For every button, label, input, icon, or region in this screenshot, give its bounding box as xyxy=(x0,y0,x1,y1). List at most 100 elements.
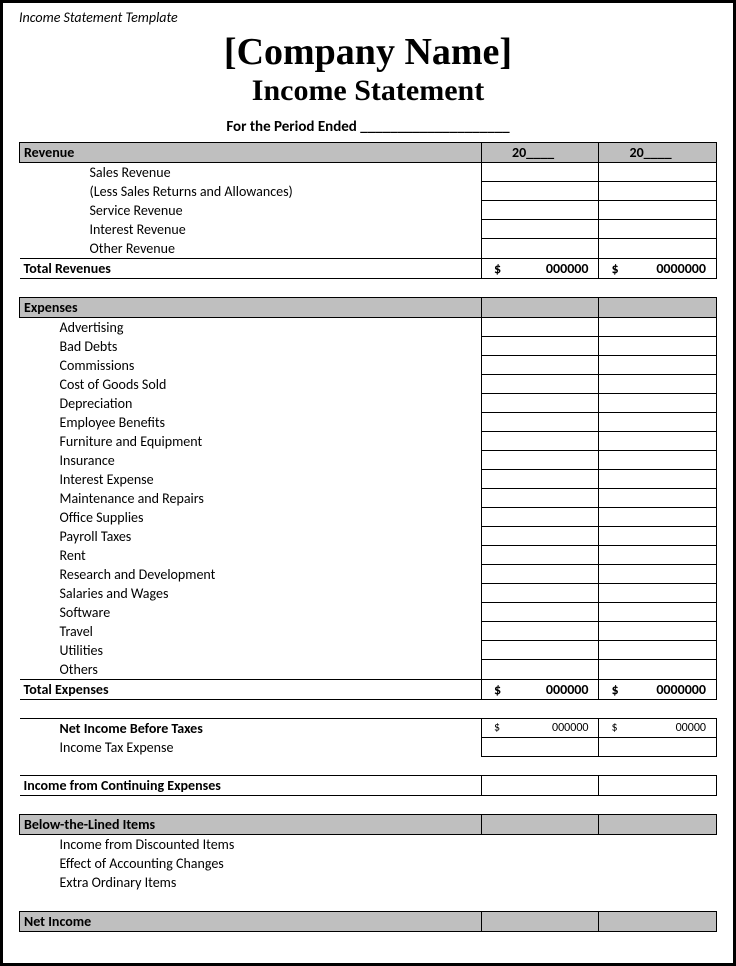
year-column-header: 20____ xyxy=(599,142,717,162)
revenue-header: Revenue xyxy=(20,142,482,162)
period-line: For the Period Ended ___________________… xyxy=(19,118,717,136)
amount-cell xyxy=(481,162,599,182)
amount-cell: $000000 xyxy=(481,258,599,278)
spacer-row xyxy=(20,796,717,815)
line-label: Salaries and Wages xyxy=(20,584,482,603)
line-label: Advertising xyxy=(20,317,482,337)
statement-table: Revenue 20____20____ Sales Revenue (Less… xyxy=(19,142,717,932)
amount-cell xyxy=(481,375,599,394)
spacer-row xyxy=(20,699,717,718)
amount-cell xyxy=(599,565,717,584)
line-label: Interest Expense xyxy=(20,470,482,489)
revenue-line-item: Sales Revenue xyxy=(20,162,717,182)
amount-cell xyxy=(481,470,599,489)
amount-cell xyxy=(481,508,599,527)
line-label: Others xyxy=(20,660,482,680)
line-label: Bad Debts xyxy=(20,337,482,356)
line-label: Furniture and Equipment xyxy=(20,432,482,451)
spacer-row xyxy=(20,278,717,297)
expense-line-item: Utilities xyxy=(20,641,717,660)
net-income-row: Net Income xyxy=(20,911,717,931)
amount-cell xyxy=(599,337,717,356)
line-label: Service Revenue xyxy=(20,201,482,220)
amount-cell xyxy=(599,584,717,603)
expense-line-item: Maintenance and Repairs xyxy=(20,489,717,508)
amount-cell xyxy=(481,432,599,451)
amount-cell xyxy=(599,375,717,394)
period-prefix: For the Period Ended xyxy=(226,118,360,136)
below-line-item: Extra Ordinary Items xyxy=(20,873,717,892)
amount-cell: $000000 xyxy=(481,718,599,738)
amount-cell xyxy=(599,356,717,375)
spacer-row xyxy=(20,757,717,776)
amount-cell xyxy=(481,394,599,413)
amount-cell xyxy=(599,660,717,680)
line-label: Payroll Taxes xyxy=(20,527,482,546)
amount-cell xyxy=(481,603,599,622)
total-expenses-label: Total Expenses xyxy=(20,679,482,699)
expense-line-item: Research and Development xyxy=(20,565,717,584)
amount-cell xyxy=(599,162,717,182)
amount-cell xyxy=(599,239,717,259)
expense-line-item: Rent xyxy=(20,546,717,565)
revenue-line-item: Interest Revenue xyxy=(20,220,717,239)
expense-line-item: Bad Debts xyxy=(20,337,717,356)
income-tax-label: Income Tax Expense xyxy=(20,738,482,757)
expense-line-item: Cost of Goods Sold xyxy=(20,375,717,394)
below-line-item: Effect of Accounting Changes xyxy=(20,854,717,873)
amount-cell xyxy=(481,201,599,220)
income-statement-page: Income Statement Template [Company Name]… xyxy=(0,0,736,966)
amount-cell xyxy=(599,508,717,527)
amount-cell xyxy=(599,394,717,413)
amount-cell xyxy=(599,641,717,660)
period-blank: ____________________ xyxy=(360,118,509,136)
revenue-line-item: (Less Sales Returns and Allowances) xyxy=(20,182,717,201)
amount-cell xyxy=(599,470,717,489)
line-label: Travel xyxy=(20,622,482,641)
amount-cell xyxy=(599,603,717,622)
amount-cell xyxy=(599,413,717,432)
revenue-header-row: Revenue 20____20____ xyxy=(20,142,717,162)
expense-line-item: Payroll Taxes xyxy=(20,527,717,546)
revenue-line-item: Service Revenue xyxy=(20,201,717,220)
line-label: Extra Ordinary Items xyxy=(20,873,482,892)
line-label: Other Revenue xyxy=(20,239,482,259)
amount-cell xyxy=(599,451,717,470)
amount-cell xyxy=(599,622,717,641)
amount-cell: $0000000 xyxy=(599,679,717,699)
line-label: Interest Revenue xyxy=(20,220,482,239)
amount-cell xyxy=(599,220,717,239)
year-column-header: 20____ xyxy=(481,142,599,162)
below-line-header-row: Below-the-Lined Items xyxy=(20,815,717,835)
amount-cell xyxy=(599,317,717,337)
total-revenues-label: Total Revenues xyxy=(20,258,482,278)
net-before-taxes-label: Net Income Before Taxes xyxy=(20,718,482,738)
amount-cell xyxy=(481,641,599,660)
expense-line-item: Salaries and Wages xyxy=(20,584,717,603)
continuing-row: Income from Continuing Expenses xyxy=(20,776,717,796)
line-label: Sales Revenue xyxy=(20,162,482,182)
amount-cell xyxy=(599,182,717,201)
below-line-item: Income from Discounted Items xyxy=(20,835,717,855)
line-label: Office Supplies xyxy=(20,508,482,527)
expense-line-item: Insurance xyxy=(20,451,717,470)
line-label: Insurance xyxy=(20,451,482,470)
expense-line-item: Others xyxy=(20,660,717,680)
document-title: Income Statement xyxy=(19,74,717,108)
amount-cell xyxy=(481,660,599,680)
company-name: [Company Name] xyxy=(19,32,717,74)
total-revenues-row: Total Revenues $000000 $0000000 xyxy=(20,258,717,278)
amount-cell xyxy=(481,182,599,201)
amount-cell xyxy=(481,220,599,239)
expenses-header: Expenses xyxy=(20,297,482,317)
amount-cell xyxy=(599,201,717,220)
amount-cell xyxy=(599,738,717,757)
amount-cell xyxy=(481,584,599,603)
line-label: Rent xyxy=(20,546,482,565)
net-before-taxes-row: Net Income Before Taxes $000000 $00000 xyxy=(20,718,717,738)
line-label: Cost of Goods Sold xyxy=(20,375,482,394)
document-label: Income Statement Template xyxy=(19,9,717,26)
amount-cell xyxy=(599,432,717,451)
amount-cell: $00000 xyxy=(599,718,717,738)
line-label: Employee Benefits xyxy=(20,413,482,432)
